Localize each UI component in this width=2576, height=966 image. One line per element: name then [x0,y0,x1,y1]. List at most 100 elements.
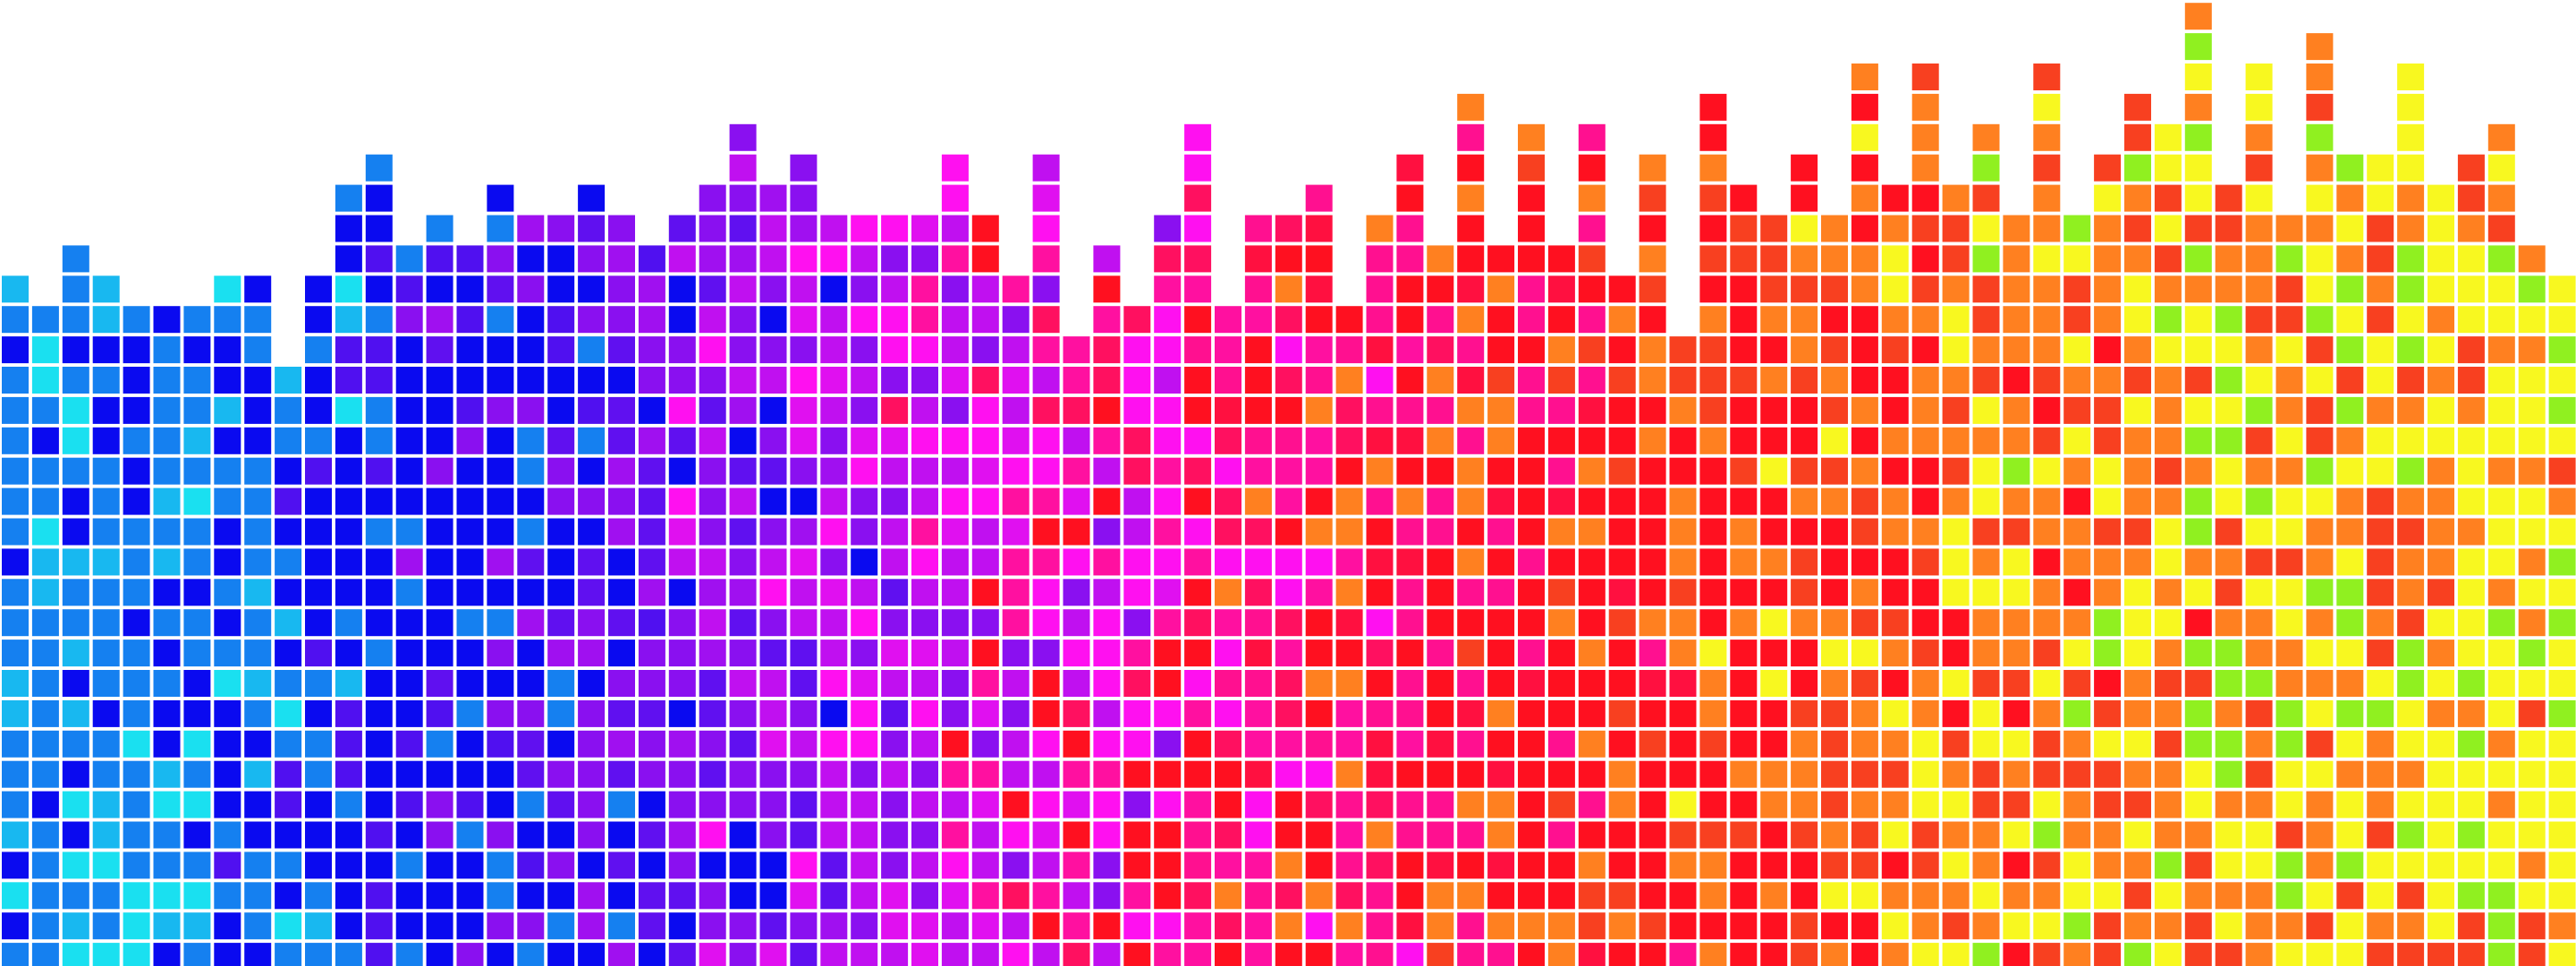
mosaic-cell [1093,579,1121,606]
mosaic-cell [183,821,211,849]
mosaic-cell [1215,821,1241,849]
mosaic-cell [2275,245,2303,273]
mosaic-cell [578,275,606,303]
mosaic-cell [941,457,969,485]
mosaic-cell [2336,548,2364,576]
mosaic-cell [699,912,726,940]
mosaic-cell [547,548,575,576]
mosaic-cell [395,912,423,940]
mosaic-cell [487,760,514,788]
mosaic-cell [1608,882,1636,910]
mosaic-cell [1791,579,1818,606]
mosaic-cell [1093,245,1121,273]
mosaic-cell [790,821,818,849]
mosaic-cell [941,336,969,364]
mosaic-cell [1972,882,2000,910]
mosaic-cell [1305,730,1333,758]
mosaic-cell [1791,396,1818,424]
mosaic-cell [1154,275,1182,303]
mosaic-cell [668,882,696,910]
mosaic-cell [1881,245,1909,273]
mosaic-cell [31,882,59,910]
mosaic-cell [456,518,484,546]
mosaic-cell [1032,882,1060,910]
mosaic-cell [1760,275,1788,303]
mosaic-cell [2487,579,2515,606]
mosaic-cell [2397,760,2425,788]
mosaic-cell [2,821,29,849]
mosaic-cell [2245,699,2273,727]
mosaic-cell [305,852,332,879]
mosaic-cell [1184,275,1212,303]
mosaic-cell [911,306,938,334]
mosaic-cell [2124,427,2151,454]
mosaic-cell [1093,518,1121,546]
equalizer-column [2367,154,2394,966]
mosaic-cell [1123,396,1151,424]
mosaic-cell [2154,336,2182,364]
mosaic-cell [608,579,635,606]
mosaic-cell [759,367,787,394]
mosaic-cell [2487,487,2515,515]
mosaic-cell [517,245,545,273]
mosaic-cell [1396,699,1424,727]
mosaic-cell [1123,306,1151,334]
mosaic-cell [971,548,999,576]
mosaic-cell [1275,367,1302,394]
mosaic-cell [244,670,272,697]
mosaic-cell [1457,882,1485,910]
mosaic-cell [2003,245,2030,273]
mosaic-cell [1669,943,1697,966]
mosaic-cell [1881,396,1909,424]
mosaic-cell [1427,852,1454,879]
mosaic-cell [881,548,909,576]
mosaic-cell [2063,791,2091,818]
mosaic-cell [1608,730,1636,758]
mosaic-cell [1699,123,1727,151]
mosaic-cell [2518,882,2546,910]
mosaic-cell [2397,912,2425,940]
mosaic-cell [123,518,150,546]
mosaic-cell [2548,670,2576,697]
mosaic-cell [2124,609,2151,637]
mosaic-cell [1730,367,1758,394]
mosaic-cell [1457,852,1485,879]
mosaic-cell [1093,396,1121,424]
mosaic-cell [2063,306,2091,334]
mosaic-cell [244,791,272,818]
mosaic-cell [2063,275,2091,303]
mosaic-cell [1123,730,1151,758]
mosaic-cell [759,699,787,727]
mosaic-cell [92,396,120,424]
mosaic-cell [1093,275,1121,303]
mosaic-cell [547,852,575,879]
mosaic-cell [2275,609,2303,637]
mosaic-cell [1366,457,1394,485]
mosaic-cell [1123,852,1151,879]
mosaic-cell [2397,821,2425,849]
mosaic-cell [2548,609,2576,637]
mosaic-cell [2367,245,2394,273]
mosaic-cell [2306,306,2334,334]
mosaic-cell [305,943,332,966]
mosaic-cell [2336,457,2364,485]
mosaic-cell [2367,215,2394,242]
mosaic-cell [1851,275,1878,303]
equalizer-column [1244,215,1272,966]
mosaic-cell [1366,821,1394,849]
mosaic-cell [2336,760,2364,788]
mosaic-cell [1093,882,1121,910]
mosaic-cell [699,791,726,818]
mosaic-cell [1760,699,1788,727]
mosaic-cell [1457,548,1485,576]
mosaic-cell [365,943,393,966]
mosaic-cell [2428,367,2454,394]
mosaic-cell [2487,640,2515,667]
mosaic-cell [1942,518,1970,546]
mosaic-cell [941,791,969,818]
mosaic-cell [214,548,242,576]
mosaic-cell [517,882,545,910]
mosaic-cell [1215,882,1241,910]
mosaic-cell [2,791,29,818]
mosaic-cell [578,579,606,606]
